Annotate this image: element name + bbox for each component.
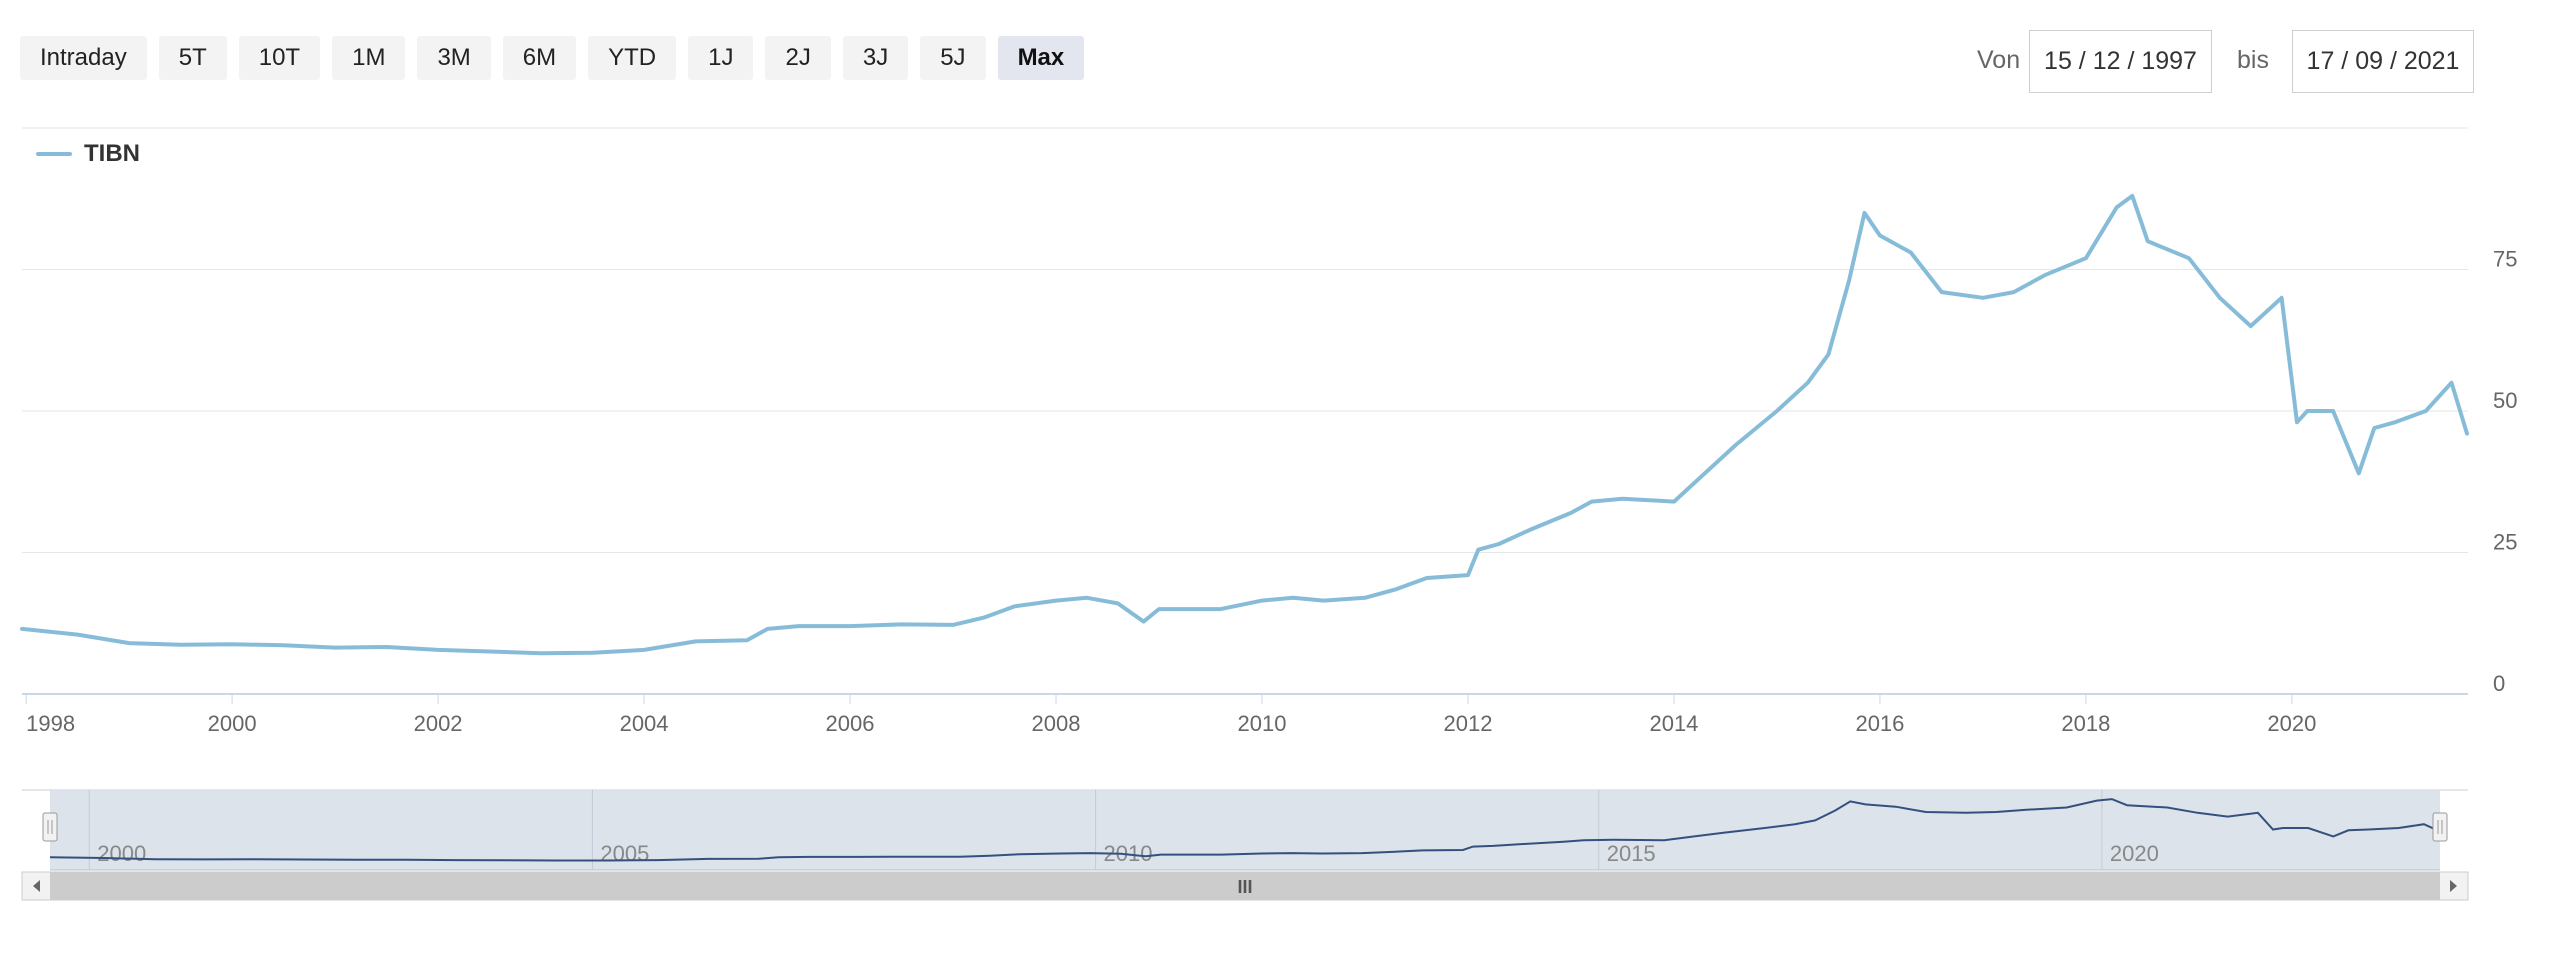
scrollbar-thumb <box>50 872 2440 900</box>
legend-series-label: TIBN <box>84 140 140 167</box>
handle-body <box>42 812 58 842</box>
y-tick-label: 25 <box>2493 530 2517 555</box>
scrollbar-grip-icon: III <box>1237 877 1252 897</box>
x-tick-label: 2006 <box>826 711 875 736</box>
scroll-left-arrow-icon[interactable] <box>33 880 40 892</box>
navigator-tick-label: 2000 <box>97 841 146 866</box>
x-axis: 1998 2000 2002 2004 2006 2008 2010 2012 2014 2016… <box>25 694 2316 736</box>
x-tick-label: 2016 <box>1855 711 1904 736</box>
x-tick-label: 2002 <box>414 711 463 736</box>
range-button-ytd[interactable]: YTD <box>588 36 677 80</box>
x-tick-label: 2008 <box>1032 711 1081 736</box>
plot-area <box>20 193 2469 656</box>
navigator-scrollbar[interactable]: III <box>21 871 2469 901</box>
x-tick-label: 2012 <box>1443 711 1492 736</box>
series-line-tibn <box>20 193 2469 656</box>
y-tick-label: 75 <box>2493 247 2517 272</box>
range-button-5j[interactable]: 5J <box>920 36 986 80</box>
range-button-3m[interactable]: 3M <box>417 36 491 80</box>
grid-lines <box>22 127 2468 695</box>
x-tick-label: 1998 <box>26 711 75 736</box>
range-button-1j[interactable]: 1J <box>688 36 754 80</box>
y-axis: 0 25 50 75 <box>2493 247 2517 697</box>
x-tick-label: 2000 <box>208 711 257 736</box>
range-button-1m[interactable]: 1M <box>332 36 406 80</box>
x-tick-label: 2004 <box>620 711 669 736</box>
x-tick-label: 2020 <box>2267 711 2316 736</box>
x-tick-label: 2014 <box>1649 711 1698 736</box>
range-button-6m[interactable]: 6M <box>502 36 577 80</box>
navigator-tick-label: 2020 <box>2110 841 2159 866</box>
chart-legend[interactable]: TIBN <box>36 140 140 168</box>
navigator-left-handle[interactable] <box>42 812 58 842</box>
legend-line-swatch <box>36 152 72 156</box>
range-button-max[interactable]: Max <box>997 36 1085 80</box>
to-date-input[interactable]: 17 / 09 / 2021 <box>2292 30 2474 93</box>
range-button-10t[interactable]: 10T <box>238 36 321 80</box>
range-button-intraday[interactable]: Intraday <box>20 36 147 80</box>
to-label: bis <box>2237 46 2269 74</box>
x-tick-label: 2018 <box>2061 711 2110 736</box>
scroll-right-arrow-icon[interactable] <box>2450 880 2457 892</box>
range-button-5t[interactable]: 5T <box>158 36 227 80</box>
range-button-2j[interactable]: 2J <box>765 36 831 80</box>
navigator-mask <box>50 790 2440 870</box>
navigator-tick-label: 2015 <box>1607 841 1656 866</box>
from-label: Von <box>1977 46 2021 74</box>
y-tick-label: 50 <box>2493 388 2517 413</box>
handle-body <box>2432 812 2448 842</box>
navigator-series-line <box>49 798 2440 862</box>
navigator-right-handle[interactable] <box>2432 812 2448 842</box>
y-tick-label: 0 <box>2493 671 2505 696</box>
from-date-input[interactable]: 15 / 12 / 1997 <box>2029 30 2212 93</box>
x-tick-label: 2010 <box>1238 711 1287 736</box>
range-selector: Intraday 5T 10T 1M 3M 6M YTD 1J 2J 3J 5J Max <box>20 36 1085 80</box>
navigator-tick-label: 2005 <box>600 841 649 866</box>
range-button-3j[interactable]: 3J <box>842 36 909 80</box>
